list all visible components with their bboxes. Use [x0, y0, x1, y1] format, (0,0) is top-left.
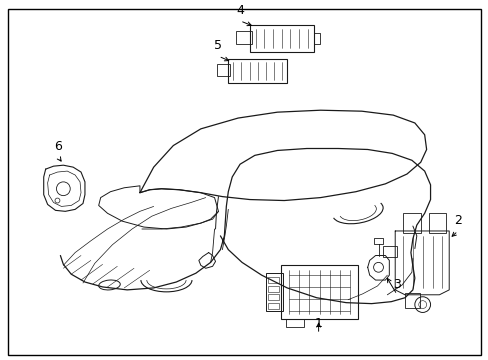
Bar — [402, 213, 420, 233]
Bar — [267, 294, 279, 300]
Bar — [236, 31, 251, 44]
Text: 3: 3 — [392, 278, 400, 291]
Bar — [267, 303, 279, 309]
Bar — [228, 59, 286, 83]
Bar — [267, 285, 279, 292]
Bar — [383, 246, 396, 257]
Text: 1: 1 — [314, 317, 322, 330]
Bar — [265, 273, 283, 311]
Text: 4: 4 — [236, 4, 244, 17]
Text: 6: 6 — [54, 140, 62, 153]
Bar — [267, 277, 279, 283]
Text: 2: 2 — [453, 214, 461, 227]
Bar — [404, 293, 419, 307]
Bar — [216, 64, 230, 76]
Bar — [285, 319, 303, 327]
Bar — [249, 25, 313, 52]
Bar — [427, 213, 446, 233]
Text: 5: 5 — [214, 39, 222, 52]
Bar — [281, 265, 357, 319]
